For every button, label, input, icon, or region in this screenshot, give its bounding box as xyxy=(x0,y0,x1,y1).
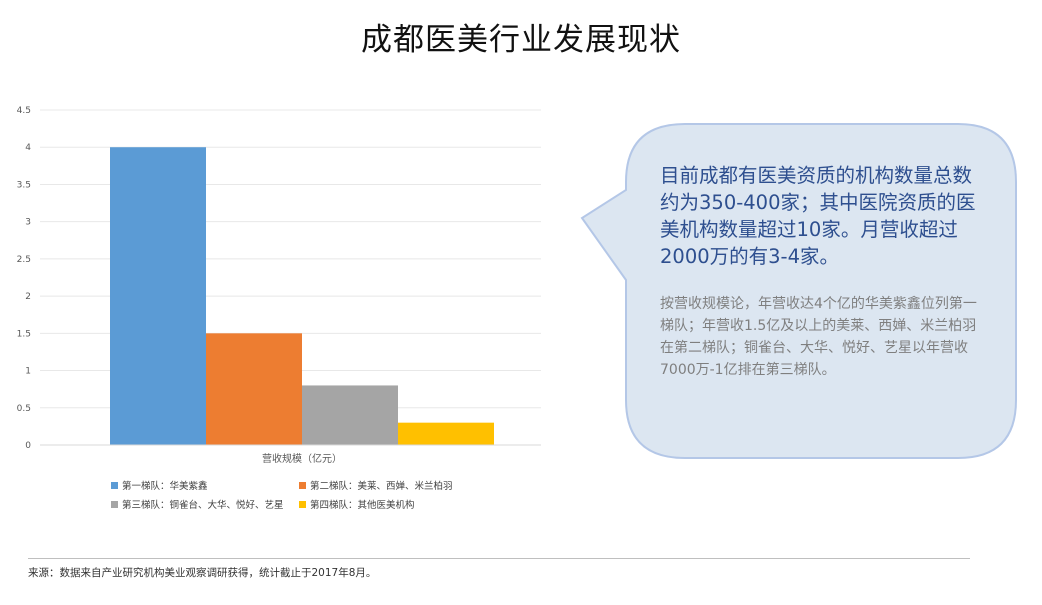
bar-series-4 xyxy=(398,422,494,445)
y-tick-label: 2 xyxy=(25,292,31,302)
speech-bubble-shape xyxy=(580,123,1017,459)
legend-label: 第三梯队：铜雀台、大华、悦好、艺星 xyxy=(122,500,284,511)
legend-item-2: 第二梯队：美莱、西婵、米兰柏羽 xyxy=(299,478,453,492)
legend-swatch xyxy=(299,500,306,508)
y-tick-label: 2.5 xyxy=(17,255,31,265)
bar-series-3 xyxy=(302,385,398,445)
y-tick-label: 0 xyxy=(25,441,31,451)
source-note: 来源：数据来自产业研究机构美业观察调研获得，统计截止于2017年8月。 xyxy=(28,567,377,579)
callout-main-text: 目前成都有医美资质的机构数量总数约为350-400家；其中医院资质的医美机构数量… xyxy=(660,164,976,268)
legend-swatch xyxy=(111,500,118,508)
revenue-bar-chart: 0 0.5 1 1.5 2 2.5 3 3.5 4 4.5 营收规模（亿元） xyxy=(17,106,541,465)
bar-series-2 xyxy=(206,333,302,445)
y-tick-label: 3.5 xyxy=(17,180,31,190)
y-tick-label: 4 xyxy=(25,143,31,153)
x-axis-category-label: 营收规模（亿元） xyxy=(262,452,342,465)
y-tick-label: 4.5 xyxy=(17,106,31,116)
y-tick-label: 3 xyxy=(25,218,31,228)
y-tick-label: 1 xyxy=(25,367,31,377)
legend-item-1: 第一梯队：华美紫鑫 xyxy=(111,478,208,492)
footer-divider xyxy=(28,558,970,559)
legend-item-4: 第四梯队：其他医美机构 xyxy=(299,497,415,511)
page-title: 成都医美行业发展现状 xyxy=(361,22,681,58)
legend-label: 第二梯队：美莱、西婵、米兰柏羽 xyxy=(310,481,453,492)
y-tick-label: 0.5 xyxy=(17,404,31,414)
legend-item-3: 第三梯队：铜雀台、大华、悦好、艺星 xyxy=(111,497,284,511)
chart-bars xyxy=(110,147,494,445)
legend-swatch xyxy=(299,481,306,489)
bar-series-1 xyxy=(110,147,206,445)
legend-label: 第一梯队：华美紫鑫 xyxy=(122,481,208,492)
legend-label: 第四梯队：其他医美机构 xyxy=(310,500,415,511)
y-tick-label: 1.5 xyxy=(17,329,31,339)
callout-sub-text: 按营收规模论，年营收达4个亿的华美紫鑫位列第一梯队；年营收1.5亿及以上的美莱、… xyxy=(660,296,977,378)
callout-text: 目前成都有医美资质的机构数量总数约为350-400家；其中医院资质的医美机构数量… xyxy=(660,162,980,381)
y-axis-ticks: 0 0.5 1 1.5 2 2.5 3 3.5 4 4.5 xyxy=(17,106,32,451)
legend-swatch xyxy=(111,481,118,489)
